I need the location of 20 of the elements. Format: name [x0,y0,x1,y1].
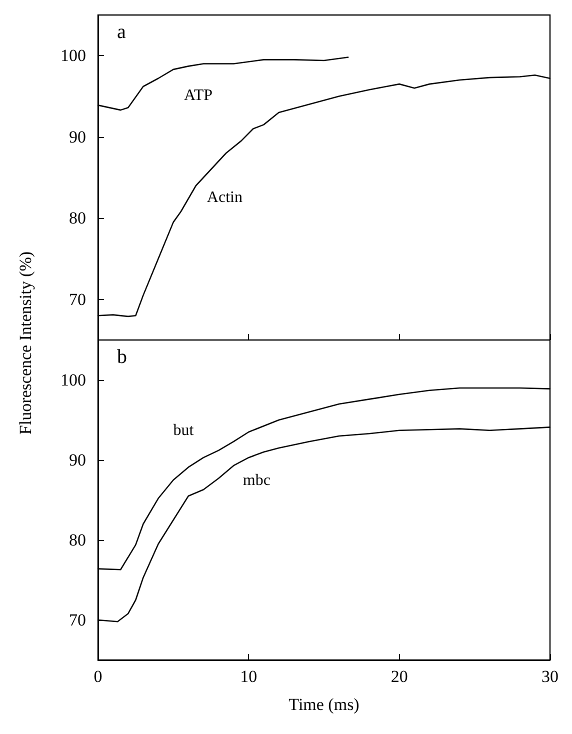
y-tick-label: 100 [60,370,86,390]
series-label: ATP [184,86,213,104]
series-label: but [173,422,194,440]
x-tick-label: 0 [94,667,102,686]
x-tick-label: 30 [542,667,558,686]
annotation: a [117,21,126,43]
x-tick-label: 10 [240,667,258,686]
series-label: mbc [242,472,270,490]
y-tick-label: 80 [69,530,86,550]
y-tick-label: 100 [60,46,86,66]
y-tick-label: 90 [69,450,86,470]
x-axis-title: Time (ms) [288,695,360,714]
y-tick-label: 80 [69,208,86,228]
y-tick-label: 70 [69,290,86,309]
x-tick-label: 20 [390,667,408,686]
annotation: b [117,346,127,368]
y-axis-title: Fluorescence Intensity (%) [16,251,36,435]
y-tick-label: 70 [69,610,86,630]
series-label: Actin [206,189,242,206]
y-tick-label: 90 [69,127,86,146]
